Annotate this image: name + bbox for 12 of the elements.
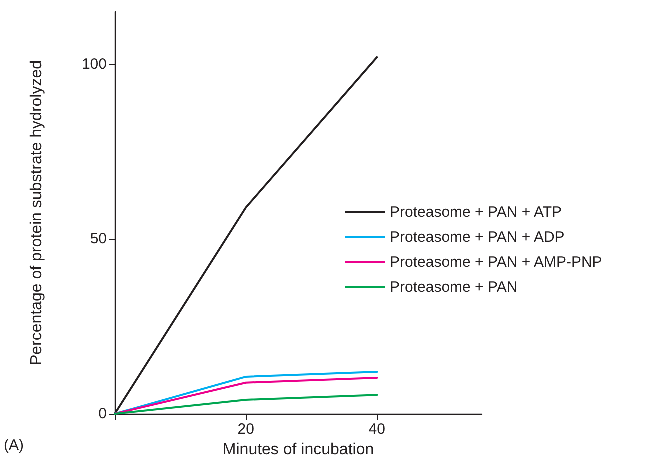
x-tick-label: 20	[238, 421, 254, 438]
x-tick-label: 40	[368, 421, 386, 438]
y-tick-label: 100	[82, 56, 107, 73]
x-axis-title: Minutes of incubation	[222, 442, 374, 458]
y-axis-title: Percentage of protein substrate hydrolyzed	[28, 60, 46, 366]
legend-label: Proteasome + PAN	[390, 279, 518, 296]
y-tick-label: 50	[90, 230, 107, 248]
y-tick-label: 0	[98, 406, 107, 422]
text: (A)	[4, 437, 24, 454]
legend-label: Proteasome + PAN + AMP-PNP	[390, 254, 602, 271]
legend-label: Proteasome + PAN + ATP	[390, 204, 562, 221]
legend-label: Proteasome + PAN + ADP	[390, 229, 565, 246]
